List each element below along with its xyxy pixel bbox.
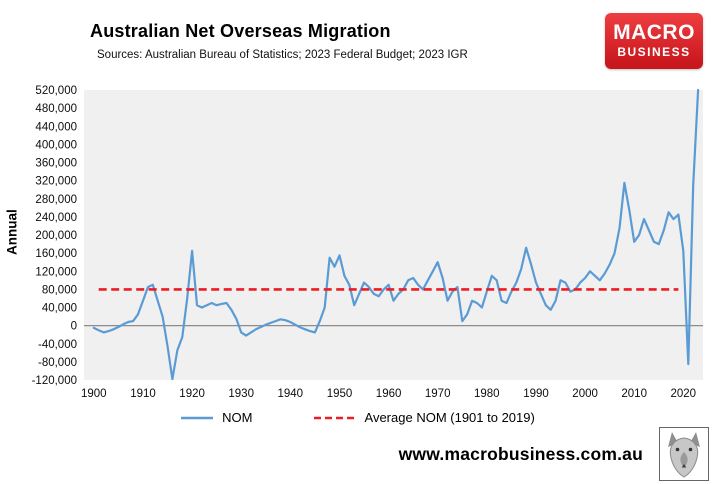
svg-text:200,000: 200,000 (35, 230, 77, 242)
svg-text:2000: 2000 (572, 388, 598, 400)
svg-text:1970: 1970 (425, 388, 451, 400)
macrobusiness-logo: MACRO BUSINESS (605, 13, 703, 69)
wolf-logo-icon (659, 427, 709, 481)
svg-text:1950: 1950 (327, 388, 353, 400)
svg-text:360,000: 360,000 (35, 158, 77, 170)
nom-line-chart: -120,000 -80,000 -40,000 0 40,000 80,000 120,0… (32, 85, 703, 400)
svg-text:1990: 1990 (523, 388, 549, 400)
svg-text:-120,000: -120,000 (32, 375, 77, 387)
svg-text:240,000: 240,000 (35, 212, 77, 224)
svg-text:160,000: 160,000 (35, 248, 77, 260)
website-url: www.macrobusiness.com.au (398, 443, 643, 464)
svg-text:1900: 1900 (81, 388, 107, 400)
svg-text:2010: 2010 (621, 388, 647, 400)
svg-text:480,000: 480,000 (35, 103, 77, 115)
legend-item-nom: NOM (180, 410, 253, 425)
svg-text:520,000: 520,000 (35, 85, 77, 97)
svg-text:440,000: 440,000 (35, 121, 77, 133)
nom-line-swatch-icon (181, 416, 214, 419)
svg-text:120,000: 120,000 (35, 266, 77, 278)
svg-text:1960: 1960 (376, 388, 402, 400)
svg-text:320,000: 320,000 (35, 176, 77, 188)
legend-label-average: Average NOM (1901 to 2019) (364, 410, 535, 425)
chart-area: Annual -120,000 -80,000 -40,000 0 40,000 80,0… (2, 84, 712, 408)
svg-text:-40,000: -40,000 (38, 339, 77, 351)
svg-text:1980: 1980 (474, 388, 500, 400)
svg-text:280,000: 280,000 (35, 194, 77, 206)
y-axis-title: Annual (4, 209, 20, 255)
svg-text:400,000: 400,000 (35, 139, 77, 151)
svg-text:80,000: 80,000 (42, 284, 77, 296)
svg-text:0: 0 (71, 321, 77, 333)
chart-legend: NOM Average NOM (1901 to 2019) (0, 410, 715, 425)
svg-text:1940: 1940 (278, 388, 304, 400)
svg-text:-80,000: -80,000 (38, 357, 77, 369)
logo-text-business: BUSINESS (617, 45, 691, 59)
average-line-swatch-icon (313, 416, 356, 419)
logo-text-macro: MACRO (613, 21, 695, 44)
svg-text:2020: 2020 (671, 388, 697, 400)
chart-title: Australian Net Overseas Migration (90, 21, 391, 41)
svg-text:1910: 1910 (130, 388, 156, 400)
footer: www.macrobusiness.com.au (399, 427, 709, 481)
svg-text:40,000: 40,000 (42, 303, 77, 315)
legend-item-average: Average NOM (1901 to 2019) (313, 410, 535, 425)
svg-text:1930: 1930 (228, 388, 254, 400)
chart-subtitle: Sources: Australian Bureau of Statistics… (97, 49, 468, 61)
legend-label-nom: NOM (222, 410, 253, 425)
svg-text:1920: 1920 (179, 388, 205, 400)
